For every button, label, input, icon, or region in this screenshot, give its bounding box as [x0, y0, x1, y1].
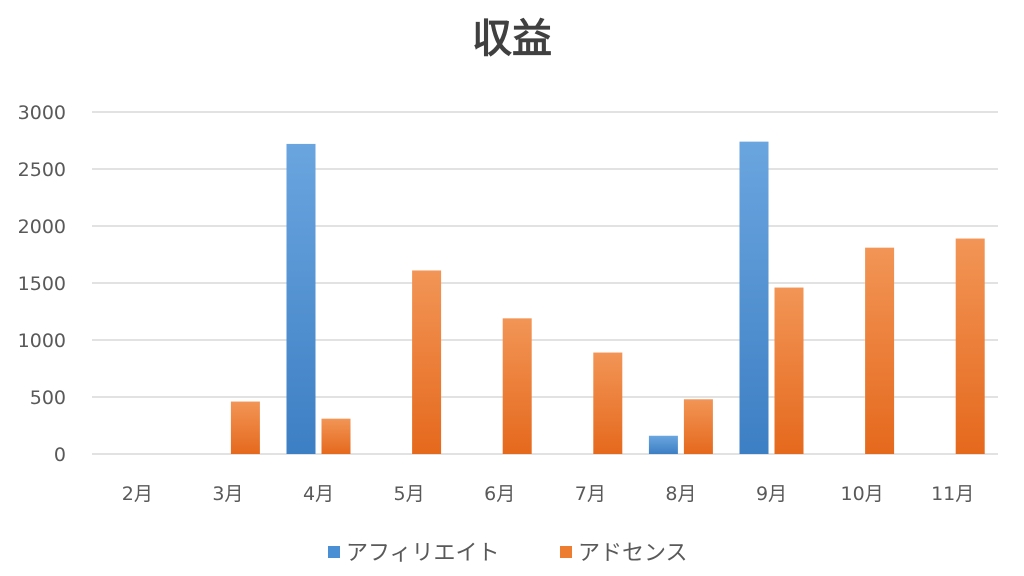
bar-adsense-6: [683, 399, 713, 454]
legend-swatch-affiliate: [328, 546, 340, 558]
bar-affiliate-6: [648, 435, 678, 454]
bar-adsense-1: [230, 401, 260, 454]
bars: [230, 141, 985, 455]
y-tick-label: 2000: [18, 216, 66, 238]
x-tick-label: 6月: [484, 483, 515, 505]
y-tick-label: 3000: [18, 102, 66, 124]
y-axis-ticks: 0 500 1000 1500 2000 2500 3000: [18, 102, 66, 466]
bar-adsense-8: [865, 247, 895, 454]
legend-label-adsense: アドセンス: [578, 541, 688, 566]
y-tick-label: 1000: [18, 330, 66, 352]
gridlines: [92, 111, 998, 455]
y-tick-label: 1500: [18, 273, 66, 295]
bar-adsense-7: [774, 287, 804, 454]
bar-adsense-3: [412, 270, 442, 454]
y-tick-label: 2500: [18, 159, 66, 181]
bar-adsense-2: [321, 418, 351, 454]
x-tick-label: 4月: [303, 483, 334, 505]
legend-label-affiliate: アフィリエイト: [346, 541, 500, 566]
legend: アフィリエイト アドセンス: [328, 541, 688, 566]
bar-affiliate-2: [286, 143, 316, 455]
bar-adsense-5: [593, 352, 623, 454]
bar-affiliate-7: [739, 141, 769, 454]
y-tick-label: 0: [54, 444, 66, 466]
x-tick-label: 2月: [122, 483, 153, 505]
x-tick-label: 8月: [665, 483, 696, 505]
x-tick-label: 10月: [841, 483, 884, 505]
y-tick-label: 500: [30, 387, 66, 409]
bar-adsense-4: [502, 318, 532, 454]
x-axis-ticks: 2月 3月 4月 5月 6月 7月 8月 9月 10月 11月: [122, 483, 975, 505]
bar-adsense-9: [955, 238, 985, 454]
x-tick-label: 5月: [394, 483, 425, 505]
x-tick-label: 9月: [756, 483, 787, 505]
legend-swatch-adsense: [560, 546, 572, 558]
x-tick-label: 11月: [931, 483, 974, 505]
x-tick-label: 7月: [575, 483, 606, 505]
chart-title: 収益: [472, 16, 552, 62]
x-tick-label: 3月: [212, 483, 243, 505]
